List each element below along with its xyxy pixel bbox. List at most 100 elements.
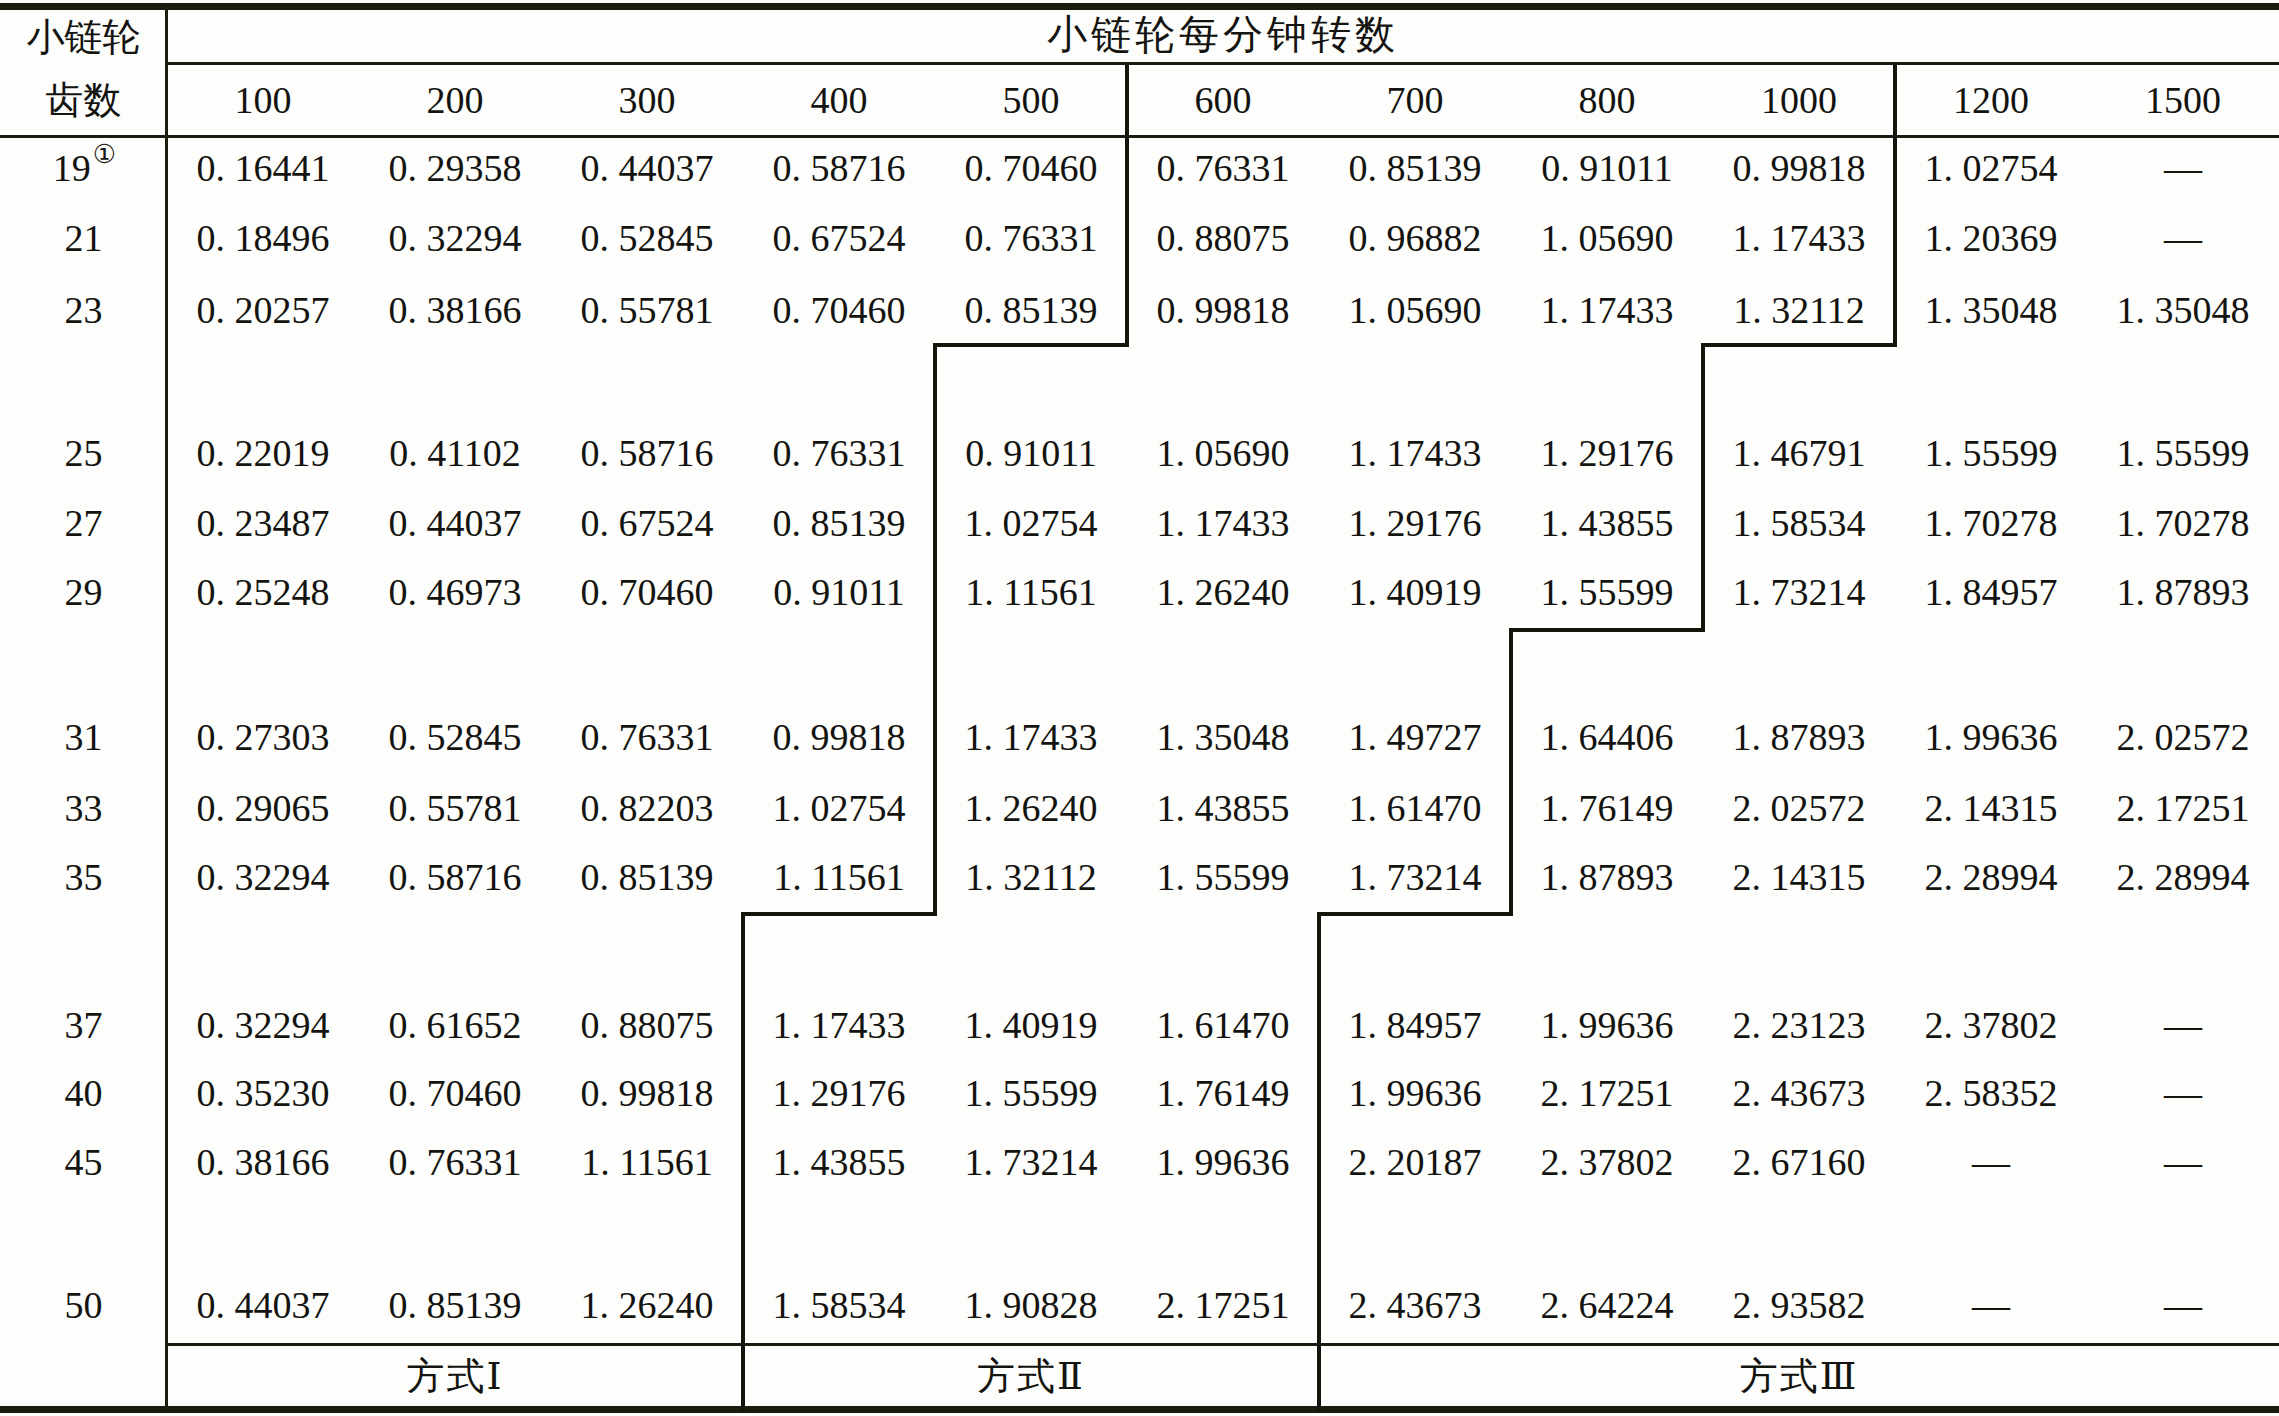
zone-boundary-1-seg: [933, 343, 1129, 347]
zone-boundary-1-seg: [741, 912, 745, 1412]
teeth-cell: 40: [0, 1058, 167, 1128]
value-cell: 1. 90828: [935, 1270, 1127, 1340]
value-cell: 0. 25248: [167, 557, 359, 627]
column-header-spacer: [0, 65, 167, 135]
value-cell: 0. 55781: [551, 275, 743, 345]
value-cell: 1. 73214: [1703, 557, 1895, 627]
zone-boundary-1-seg: [741, 912, 937, 916]
value-cell: 1. 99636: [1511, 990, 1703, 1060]
value-cell: 0. 76331: [1127, 133, 1319, 203]
zone-boundary-1-seg: [933, 343, 937, 915]
value-cell: 1. 55599: [1511, 557, 1703, 627]
value-cell: 1. 11561: [935, 557, 1127, 627]
value-cell: 1. 05690: [1319, 275, 1511, 345]
zone-boundary-2-seg: [1317, 912, 1321, 1412]
value-cell: 1. 40919: [1319, 557, 1511, 627]
teeth-cell: 23: [0, 275, 167, 345]
value-cell: 1. 70278: [2087, 488, 2279, 558]
table-row: 230. 202570. 381660. 557810. 704600. 851…: [0, 275, 2279, 345]
value-cell: 0. 32294: [167, 990, 359, 1060]
value-cell: 1. 55599: [2087, 418, 2279, 488]
value-cell: 1. 17433: [1127, 488, 1319, 558]
value-cell: 1. 17433: [743, 990, 935, 1060]
value-cell: 1. 05690: [1511, 203, 1703, 273]
table-row: 500. 440370. 851391. 262401. 585341. 908…: [0, 1270, 2279, 1340]
table-row: 250. 220190. 411020. 587160. 763310. 910…: [0, 418, 2279, 488]
value-cell: 1. 35048: [2087, 275, 2279, 345]
value-cell: 0. 58716: [551, 418, 743, 488]
value-cell: 0. 32294: [167, 842, 359, 912]
teeth-cell: 25: [0, 418, 167, 488]
value-cell: 0. 61652: [359, 990, 551, 1060]
value-cell: 1. 70278: [1895, 488, 2087, 558]
value-cell: 1. 43855: [1127, 773, 1319, 843]
value-cell: 0. 18496: [167, 203, 359, 273]
value-cell: 2. 17251: [1511, 1058, 1703, 1128]
corner-header-line1: 小链轮: [0, 10, 167, 65]
column-header-row: 100200300400500600700800100012001500: [0, 65, 2279, 135]
value-cell: 2. 20187: [1319, 1127, 1511, 1197]
teeth-cell: 33: [0, 773, 167, 843]
value-cell: 1. 11561: [551, 1127, 743, 1197]
value-cell: 2. 93582: [1703, 1270, 1895, 1340]
value-cell: 1. 02754: [1895, 133, 2087, 203]
value-cell: 0. 85139: [743, 488, 935, 558]
value-cell: —: [1895, 1127, 2087, 1197]
value-cell: 2. 23123: [1703, 990, 1895, 1060]
table-row: 19①0. 164410. 293580. 440370. 587160. 70…: [0, 133, 2279, 203]
value-cell: 0. 23487: [167, 488, 359, 558]
column-header-cell: 800: [1511, 65, 1703, 135]
value-cell: 2. 43673: [1703, 1058, 1895, 1128]
value-cell: 1. 11561: [743, 842, 935, 912]
value-cell: 1. 43855: [1511, 488, 1703, 558]
table-row: 370. 322940. 616520. 880751. 174331. 409…: [0, 990, 2279, 1060]
value-cell: 0. 38166: [359, 275, 551, 345]
zone-boundary-2-seg: [1893, 64, 1897, 346]
value-cell: —: [2087, 1058, 2279, 1128]
value-cell: 1. 58534: [1703, 488, 1895, 558]
value-cell: 1. 99636: [1319, 1058, 1511, 1128]
value-cell: —: [2087, 1127, 2279, 1197]
value-cell: 0. 70460: [551, 557, 743, 627]
value-cell: 0. 27303: [167, 702, 359, 772]
value-cell: 0. 76331: [551, 702, 743, 772]
value-cell: 0. 52845: [551, 203, 743, 273]
value-cell: 1. 32112: [935, 842, 1127, 912]
footnote-mark: ①: [93, 139, 116, 170]
column-header-cell: 200: [359, 65, 551, 135]
teeth-cell: 21: [0, 203, 167, 273]
teeth-cell: 45: [0, 1127, 167, 1197]
value-cell: 2. 43673: [1319, 1270, 1511, 1340]
value-cell: —: [2087, 203, 2279, 273]
value-cell: 0. 41102: [359, 418, 551, 488]
table-row: 270. 234870. 440370. 675240. 851391. 027…: [0, 488, 2279, 558]
value-cell: 1. 20369: [1895, 203, 2087, 273]
value-cell: 1. 35048: [1895, 275, 2087, 345]
column-header-cell: 700: [1319, 65, 1511, 135]
value-cell: 1. 26240: [1127, 557, 1319, 627]
value-cell: 2. 28994: [2087, 842, 2279, 912]
value-cell: 1. 05690: [1127, 418, 1319, 488]
value-cell: 0. 55781: [359, 773, 551, 843]
value-cell: 0. 82203: [551, 773, 743, 843]
value-cell: 0. 91011: [1511, 133, 1703, 203]
teeth-cell: 35: [0, 842, 167, 912]
teeth-cell: 29: [0, 557, 167, 627]
value-cell: 2. 58352: [1895, 1058, 2087, 1128]
value-cell: 0. 70460: [743, 275, 935, 345]
value-cell: 0. 85139: [1319, 133, 1511, 203]
value-cell: 1. 29176: [743, 1058, 935, 1128]
value-cell: 0. 88075: [1127, 203, 1319, 273]
value-cell: 0. 96882: [1319, 203, 1511, 273]
table-row: 210. 184960. 322940. 528450. 675240. 763…: [0, 203, 2279, 273]
teeth-cell: 19①: [0, 133, 167, 203]
column-header-cell: 300: [551, 65, 743, 135]
value-cell: 2. 17251: [2087, 773, 2279, 843]
value-cell: —: [2087, 133, 2279, 203]
value-cell: 1. 46791: [1703, 418, 1895, 488]
zone-boundary-2-seg: [1509, 628, 1513, 916]
value-cell: 0. 70460: [935, 133, 1127, 203]
value-cell: 2. 14315: [1703, 842, 1895, 912]
column-header-cell: 1000: [1703, 65, 1895, 135]
main-header: 小链轮每分钟转数: [167, 8, 2279, 60]
